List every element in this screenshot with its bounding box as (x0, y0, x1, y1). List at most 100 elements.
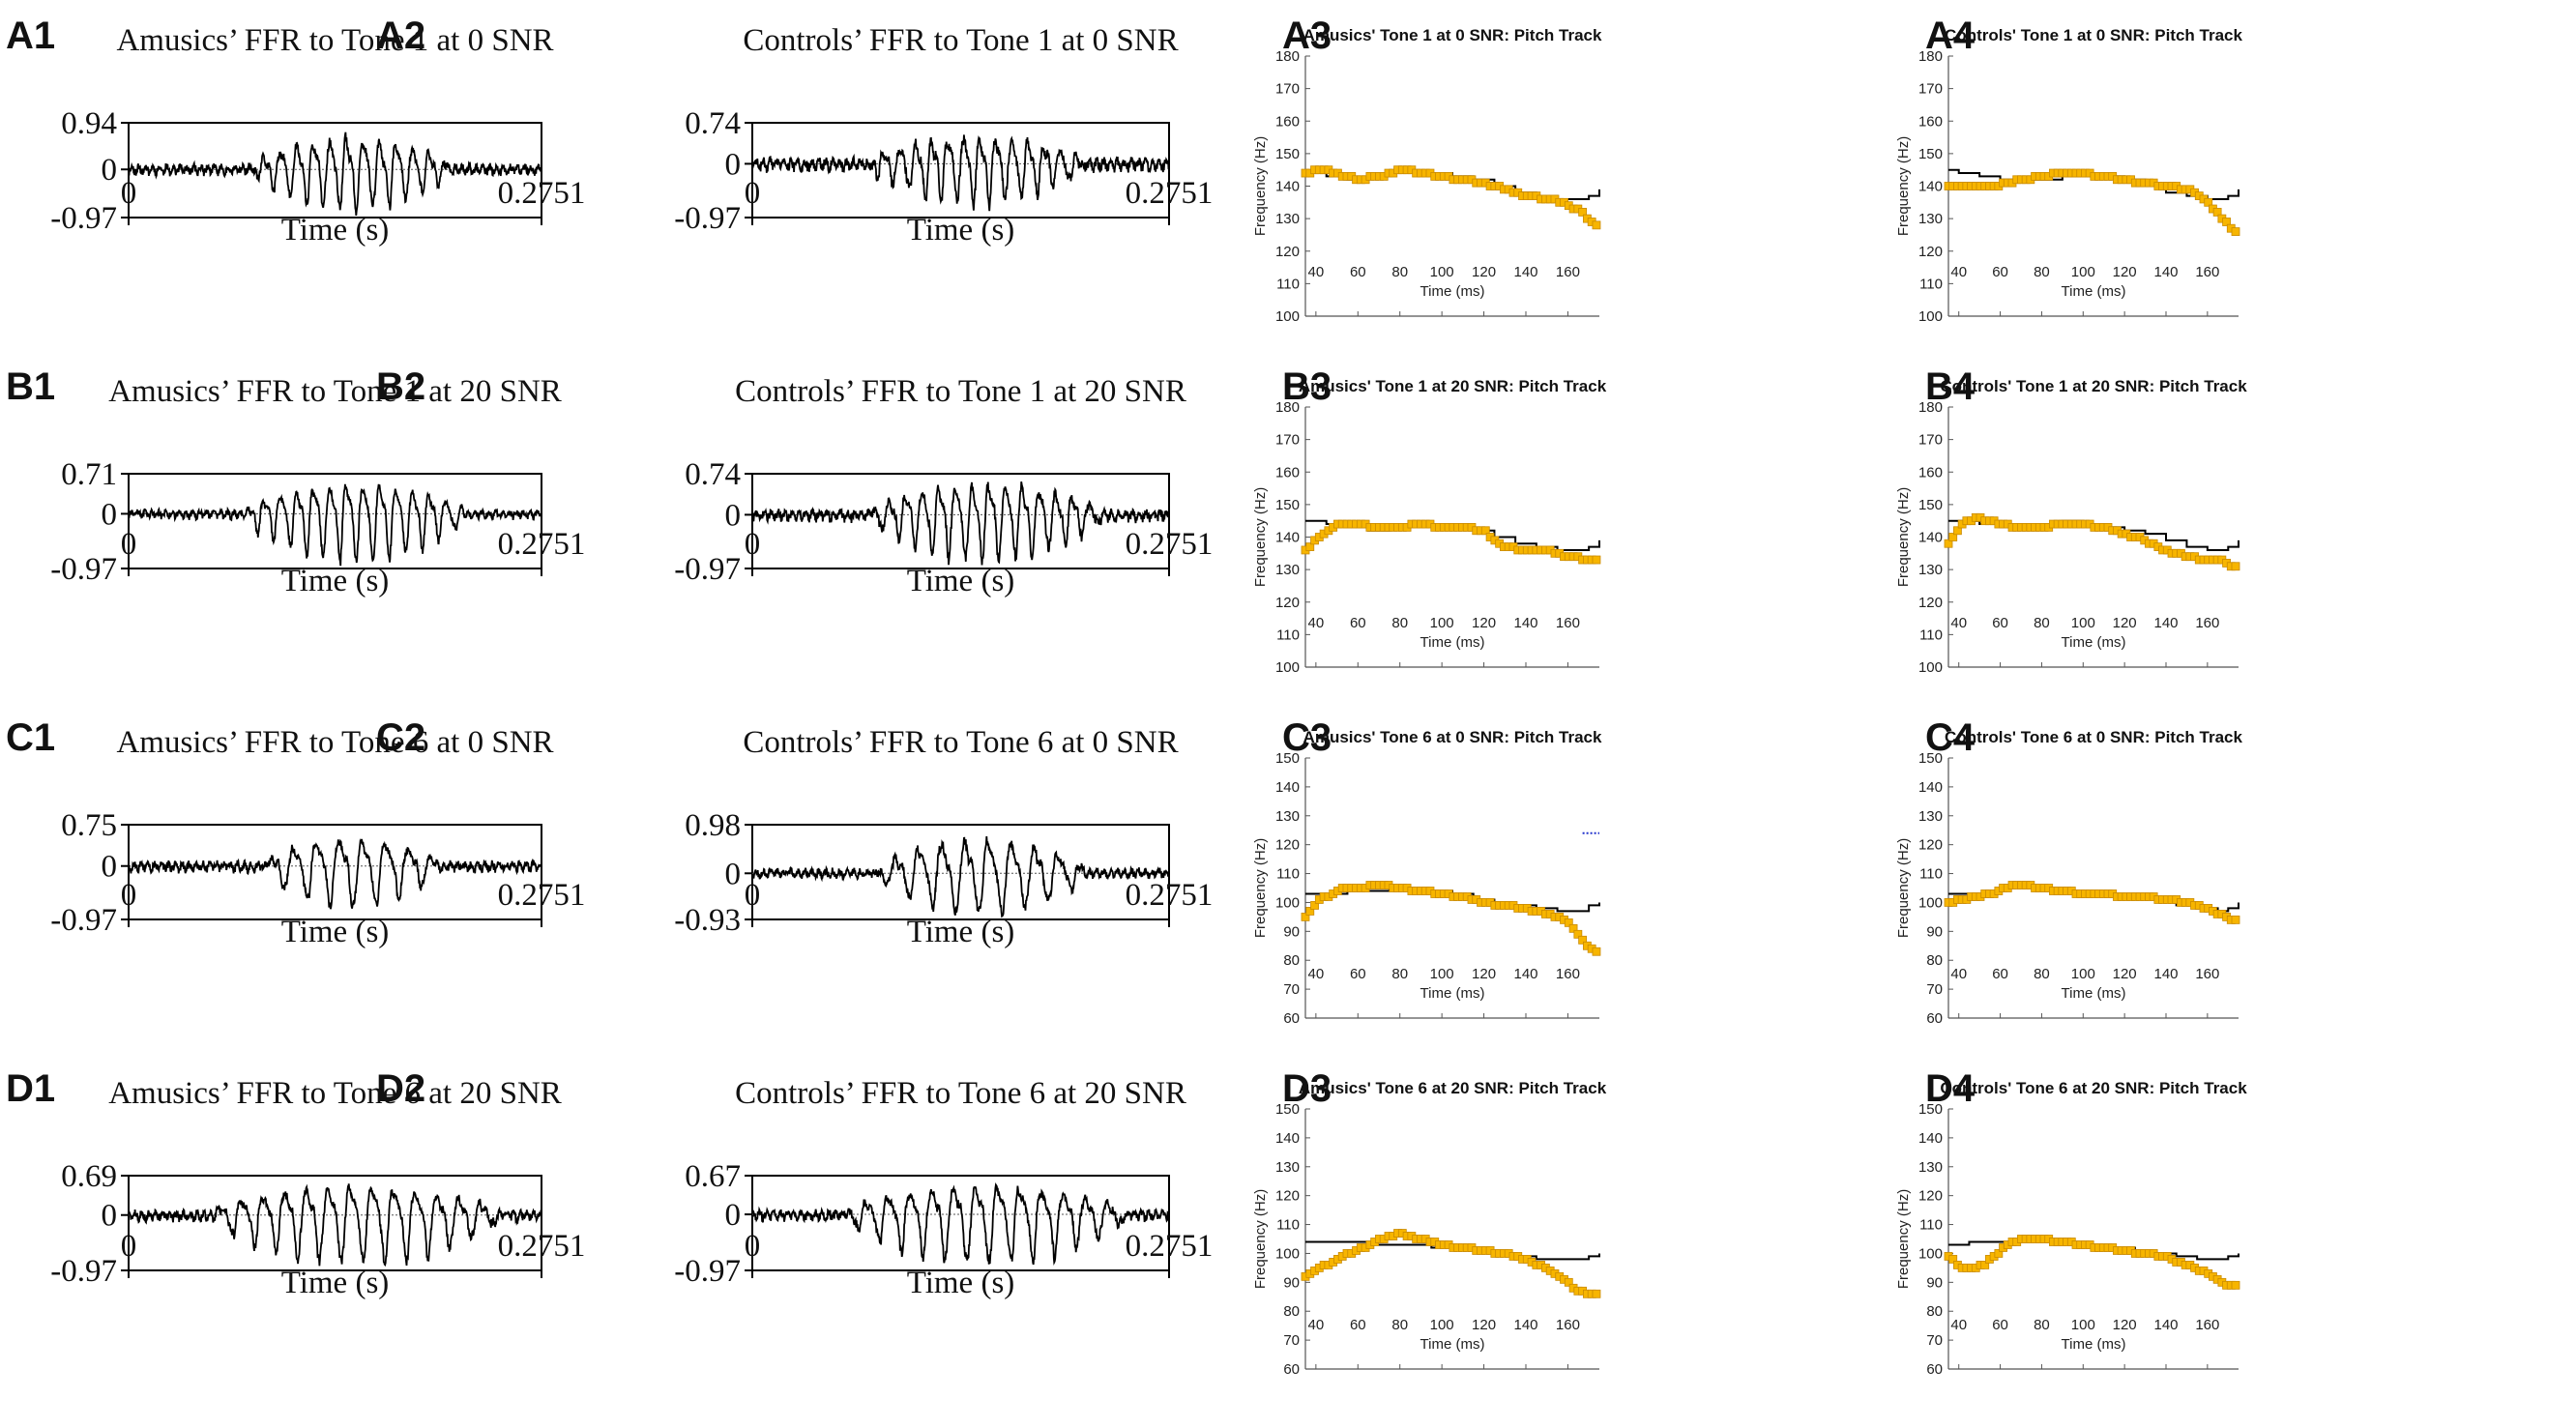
y-tick-label: 80 (1283, 952, 1300, 969)
waveform-line (751, 481, 1170, 566)
y-tick-label: 130 (1275, 211, 1300, 227)
y-tick-label: 160 (1918, 113, 1943, 130)
y-tick-label: 150 (1918, 146, 1943, 162)
y-tick-label: -0.97 (50, 1254, 117, 1289)
chart-title: Amusics' Tone 1 at 0 SNR: Pitch Track (1303, 26, 1602, 44)
x-tick-label: 140 (2153, 1317, 2178, 1333)
y-tick-label: 100 (1918, 308, 1943, 325)
x-tick-label: 120 (2113, 966, 2137, 982)
x-tick-label: 140 (1513, 615, 1537, 631)
x-tick-label: 40 (1308, 264, 1325, 280)
y-tick-label: 130 (1918, 1159, 1943, 1176)
x-tick-label: 140 (1513, 264, 1537, 280)
y-tick-label: 180 (1918, 399, 1943, 416)
y-tick-label: -0.97 (674, 1254, 741, 1289)
x-tick-label: 40 (1950, 966, 1967, 982)
x-tick-label: 100 (1430, 1317, 1454, 1333)
x-tick-label: 100 (2071, 264, 2095, 280)
panel-label: C4 (1925, 716, 1976, 759)
y-tick-label: 110 (1276, 276, 1300, 292)
response-marker (1564, 918, 1573, 927)
x-tick-label: 120 (2113, 615, 2137, 631)
y-axis-label: Frequency (Hz) (1252, 838, 1269, 938)
response-marker (1310, 901, 1319, 910)
y-tick-label: 130 (1275, 1159, 1300, 1176)
x-tick-label: 80 (1391, 966, 1408, 982)
response-marker (1305, 542, 1315, 551)
x-axis-label: Time (ms) (2062, 985, 2126, 1002)
y-tick-label: 140 (1275, 1130, 1300, 1147)
panel-label: C1 (6, 716, 55, 759)
response-marker (2231, 227, 2240, 236)
chart-title: Amusics’ FFR to Tone 1 at 20 SNR (108, 374, 562, 409)
panel-label: D2 (376, 1067, 425, 1110)
y-tick-label: 110 (1919, 866, 1943, 883)
chart-title: Controls’ FFR to Tone 6 at 0 SNR (743, 725, 1178, 760)
x-tick-label: 140 (2153, 264, 2178, 280)
y-tick-label: 130 (1275, 808, 1300, 825)
x-tick-label: 160 (1556, 615, 1580, 631)
waveform-line (751, 134, 1170, 212)
y-tick-label: 180 (1275, 399, 1300, 416)
y-tick-label: -0.97 (674, 201, 741, 236)
y-tick-label: 0.98 (685, 808, 741, 843)
response-marker (1980, 1261, 1990, 1269)
x-tick-label: 0 (121, 1229, 137, 1264)
panel-label: D4 (1925, 1067, 1976, 1110)
y-tick-label: 180 (1275, 48, 1300, 65)
x-tick-label: 40 (1950, 264, 1967, 280)
y-tick-label: 110 (1919, 1217, 1943, 1234)
x-tick-label: 0 (745, 1229, 761, 1264)
plot-frame (128, 473, 542, 569)
panel-D2: D2 Controls’ FFR to Tone 6 at 20 SNR0.670… (376, 1067, 1213, 1300)
x-axis-label: Time (s) (281, 564, 390, 598)
x-axis-label: Time (ms) (1420, 634, 1485, 651)
response-marker (2231, 915, 2240, 924)
y-tick-label: 120 (1918, 1188, 1943, 1205)
panel-A2: A2 Controls’ FFR to Tone 1 at 0 SNR0.740-… (376, 15, 1213, 248)
x-tick-label: 80 (1391, 1317, 1408, 1333)
panel-label: B4 (1925, 365, 1976, 408)
chart-title: Controls’ FFR to Tone 1 at 0 SNR (743, 23, 1178, 58)
panel-label: A4 (1925, 15, 1976, 57)
y-tick-label: -0.97 (674, 552, 741, 587)
chart-title: Controls' Tone 1 at 0 SNR: Pitch Track (1945, 26, 2242, 44)
response-series (1944, 1235, 2240, 1290)
y-axis-label: Frequency (Hz) (1895, 1189, 1912, 1289)
y-tick-label: 100 (1918, 659, 1943, 676)
y-tick-label: 140 (1918, 530, 1943, 546)
x-axis-label: Time (s) (907, 1266, 1015, 1300)
y-tick-label: 150 (1275, 1101, 1300, 1118)
x-tick-label: 140 (2153, 966, 2178, 982)
y-tick-label: 170 (1918, 81, 1943, 98)
x-tick-label: 160 (1556, 264, 1580, 280)
y-tick-label: 0 (102, 153, 118, 188)
y-tick-label: 0 (102, 850, 118, 885)
y-tick-label: 110 (1919, 627, 1943, 643)
panel-label: A1 (6, 15, 55, 57)
x-tick-label: 60 (1350, 966, 1366, 982)
response-marker (1592, 220, 1601, 230)
y-tick-label: 170 (1918, 432, 1943, 449)
response-marker (1578, 935, 1588, 945)
x-tick-label: 100 (2071, 966, 2095, 982)
y-tick-label: 90 (1926, 1274, 1943, 1291)
chart-title: Controls’ FFR to Tone 1 at 20 SNR (735, 374, 1186, 409)
plot-frame (128, 824, 542, 920)
plot-frame (751, 122, 1170, 219)
y-tick-label: 170 (1275, 81, 1300, 98)
panel-label: D3 (1282, 1067, 1332, 1110)
response-marker (1592, 1289, 1601, 1298)
y-tick-label: 110 (1276, 1217, 1300, 1234)
x-tick-label: 0.2751 (498, 1229, 586, 1264)
x-tick-label: 100 (1430, 615, 1454, 631)
y-tick-label: 120 (1275, 244, 1300, 260)
x-tick-label: 0 (121, 878, 137, 913)
panel-A1: A1 Amusics’ FFR to Tone 1 at 0 SNR0.940-0… (6, 15, 585, 248)
y-tick-label: 160 (1918, 464, 1943, 481)
x-tick-label: 120 (2113, 1317, 2137, 1333)
y-axis-label: Frequency (Hz) (1895, 838, 1912, 938)
